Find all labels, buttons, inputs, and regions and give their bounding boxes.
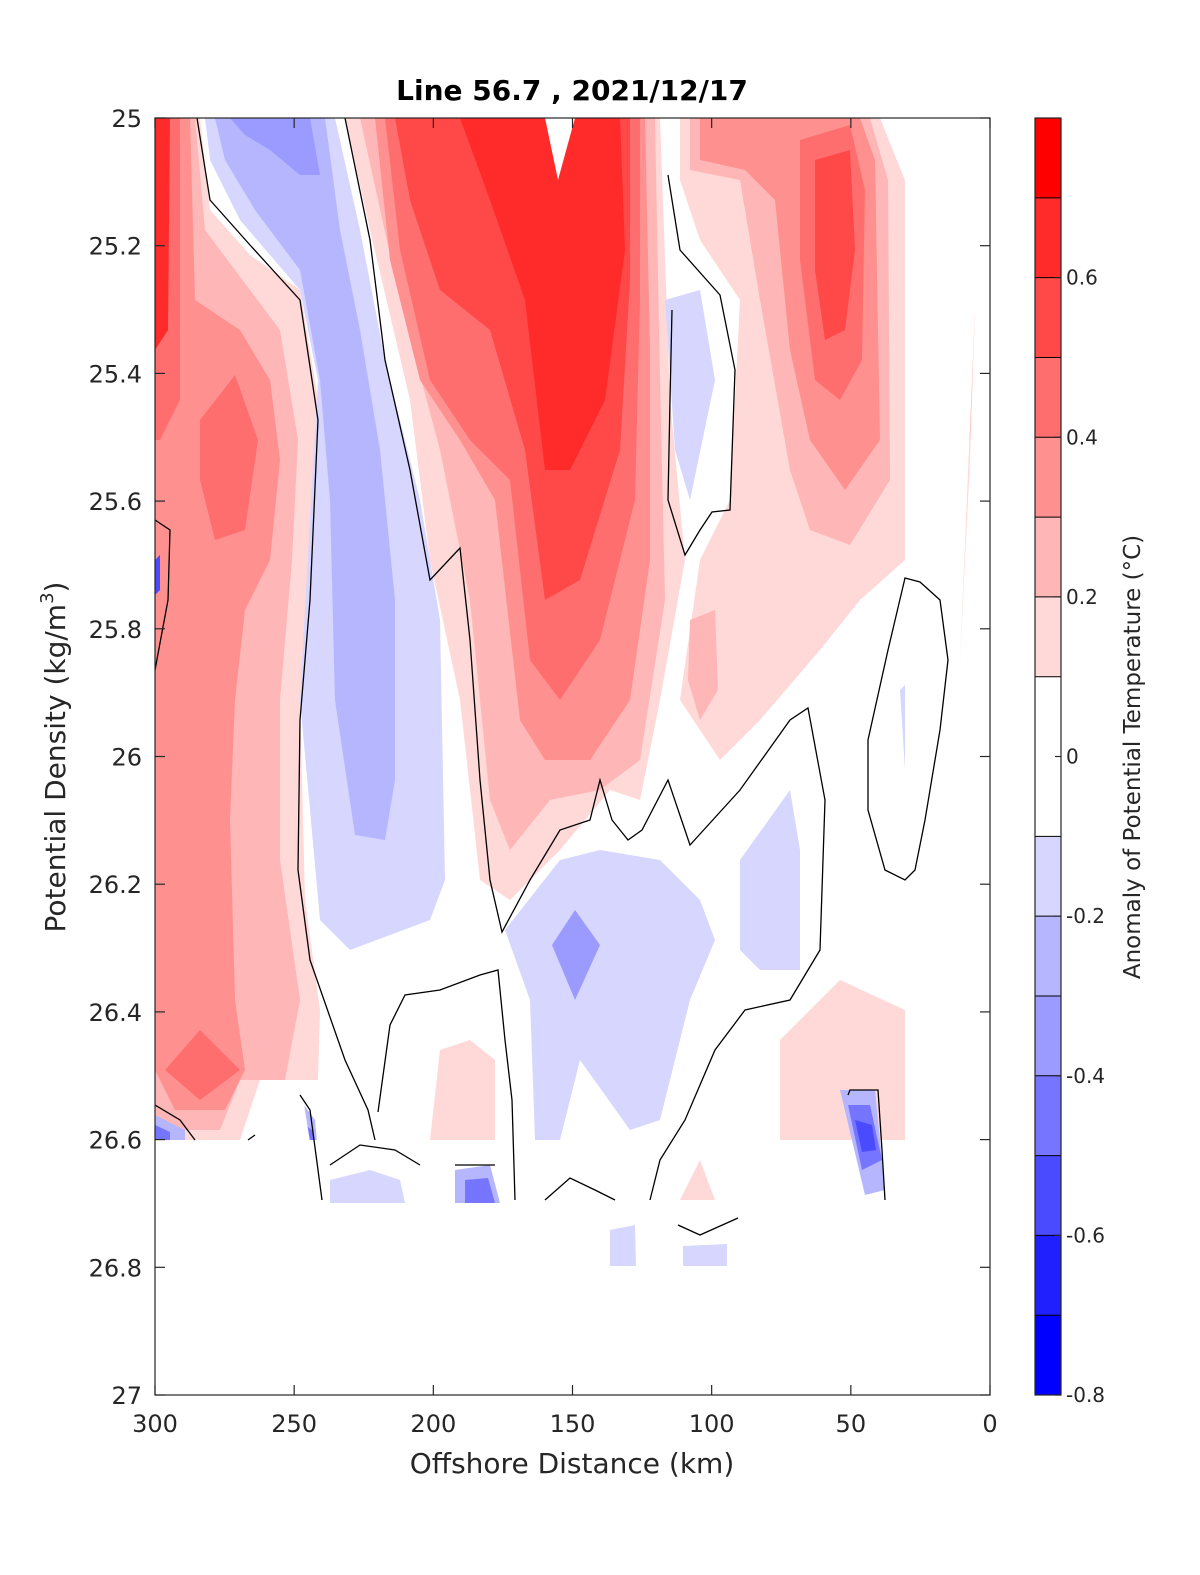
colorbar-segment [1035, 277, 1061, 358]
y-tick-label: 25.6 [89, 488, 142, 516]
chart-title: Line 56.7 , 2021/12/17 [396, 74, 748, 107]
colorbar-segment [1035, 517, 1061, 597]
contour-fills [155, 118, 990, 1395]
zero-contour-line [344, 118, 826, 1201]
warm-core-east-2 [815, 150, 855, 340]
y-tick-label: 27 [111, 1382, 142, 1410]
colorbar-segment [1035, 596, 1061, 677]
no-data-mask-2 [155, 118, 990, 1395]
colorbar-tick-label: 0.2 [1066, 585, 1098, 609]
colorbar-segment [1035, 437, 1061, 518]
zero-contour-line [867, 577, 949, 881]
warm-core-west-2 [155, 118, 170, 350]
zero-contour-line [677, 1217, 739, 1236]
zero-contour-line [667, 174, 736, 557]
y-tick-label: 25.2 [89, 233, 142, 261]
anomaly-field [155, 118, 990, 1395]
zero-contour-line [155, 1104, 196, 1141]
y-tick-label: 25 [111, 105, 142, 133]
x-axis: 300 250 200 150 100 50 0 [132, 118, 998, 1438]
x-tick-label: 100 [689, 1410, 735, 1438]
cool-region-west-3 [230, 118, 320, 175]
x-tick-label: 200 [410, 1410, 456, 1438]
y-tick-label: 26.6 [89, 1127, 142, 1155]
x-tick-label: 0 [982, 1410, 997, 1438]
colorbar-segment [1035, 1155, 1061, 1236]
colorbar-segment [1035, 357, 1061, 438]
colorbar-tick-label: 0.4 [1066, 425, 1098, 449]
y-axis-label-superscript: 3 [37, 592, 58, 603]
colorbar-tick-label: 0.6 [1066, 266, 1098, 290]
colorbar-segment [1035, 1235, 1061, 1316]
colorbar-tick-label: -0.4 [1066, 1064, 1105, 1088]
zero-contour-line [247, 1134, 256, 1141]
colorbar-label: Anomaly of Potential Temperature (°C) [1120, 535, 1146, 979]
y-tick-label: 26.2 [89, 871, 142, 899]
colorbar-tick-label: -0.6 [1066, 1223, 1105, 1247]
zero-contour-line [329, 1144, 421, 1166]
zero-contour-line [377, 969, 516, 1201]
y-tick-label: 25.4 [89, 360, 142, 388]
colorbar-segment [1035, 916, 1061, 996]
x-axis-label: Offshore Distance (km) [410, 1447, 735, 1480]
zero-contour-line [196, 118, 376, 1141]
colorbar-tick-label: 0 [1066, 745, 1079, 769]
zero-contour-line [299, 1094, 323, 1201]
data-patch-bottom [610, 1225, 727, 1266]
y-tick-label: 26.8 [89, 1254, 142, 1282]
y-axis-label: Potential Density (kg/m3) [37, 582, 72, 933]
warm-region-west-3 [155, 118, 280, 1110]
colorbar-ticks: -0.8 -0.6 -0.4 -0.2 0 0.2 0.4 0.6 [1055, 266, 1105, 1407]
y-tick-label: 26 [111, 744, 142, 772]
y-tick-label: 25.8 [89, 616, 142, 644]
warm-core-central-3 [460, 118, 625, 470]
zero-contours [155, 118, 949, 1236]
zero-contour-line [544, 1177, 616, 1201]
colorbar-segment [1035, 836, 1061, 917]
colorbar [1034, 117, 1062, 1396]
cool-region-center-2 [552, 910, 600, 1000]
colorbar-segment [1035, 118, 1061, 198]
no-data-notch [545, 118, 575, 180]
colorbar-segment [1035, 1315, 1061, 1395]
cool-region-center [330, 290, 935, 1265]
colorbar-segment [1035, 995, 1061, 1076]
x-tick-label: 150 [550, 1410, 596, 1438]
cool-region-west-2 [215, 118, 395, 840]
zero-contour-line [155, 519, 171, 671]
x-tick-label: 250 [271, 1410, 317, 1438]
colorbar-segment [1035, 197, 1061, 278]
colorbar-tick-label: -0.2 [1066, 904, 1105, 928]
zero-contour-line [847, 1089, 886, 1201]
x-tick-label: 300 [132, 1410, 178, 1438]
colorbar-segment [1035, 1075, 1061, 1156]
colorbar-tick-label: -0.8 [1066, 1383, 1105, 1407]
x-tick-label: 50 [836, 1410, 867, 1438]
y-axis: 25 25.2 25.4 25.6 25.8 26 26.2 26.4 26.6 26.8 27 [89, 105, 990, 1410]
y-tick-label: 26.4 [89, 999, 142, 1027]
y-axis-label-main: Potential Density (kg/m [39, 604, 72, 933]
y-axis-label-end: ) [39, 582, 72, 593]
